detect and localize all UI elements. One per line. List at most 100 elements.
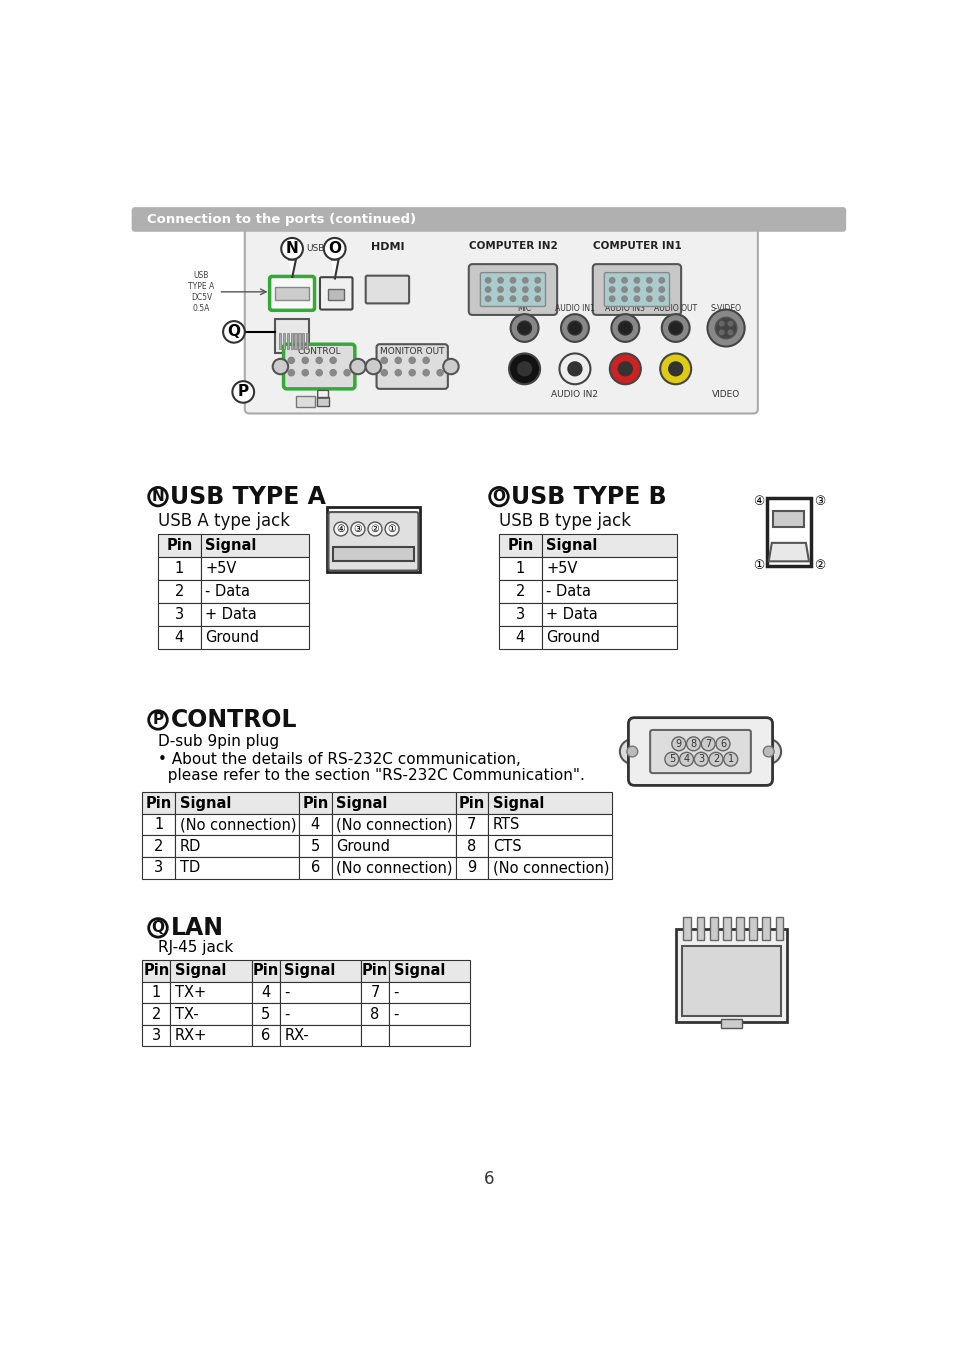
Bar	[456, 835, 488, 857]
Text: AUDIO IN3: AUDIO IN3	[605, 305, 644, 313]
Bar	[541, 580, 677, 603]
Circle shape	[522, 287, 528, 292]
Bar	[389, 982, 470, 1003]
Bar	[279, 982, 360, 1003]
Text: -: -	[284, 986, 290, 1001]
Text: RTS: RTS	[493, 818, 519, 833]
Text: 2: 2	[515, 584, 524, 598]
FancyBboxPatch shape	[365, 276, 409, 303]
Text: -: -	[394, 1006, 398, 1022]
Text: O: O	[492, 489, 505, 504]
Circle shape	[659, 297, 664, 302]
Text: 9: 9	[675, 739, 681, 749]
FancyBboxPatch shape	[328, 512, 418, 570]
Circle shape	[350, 359, 365, 374]
Text: P: P	[152, 712, 163, 727]
Text: 1: 1	[174, 561, 184, 575]
FancyBboxPatch shape	[283, 344, 355, 389]
Bar	[541, 556, 677, 580]
Text: ①: ①	[387, 524, 396, 533]
Bar	[200, 580, 309, 603]
Circle shape	[273, 359, 288, 374]
Text: Signal: Signal	[335, 796, 387, 811]
Circle shape	[659, 287, 664, 292]
Text: 6: 6	[720, 739, 725, 749]
Circle shape	[558, 353, 590, 385]
FancyBboxPatch shape	[592, 264, 680, 315]
Text: USB TYPE B: USB TYPE B	[511, 485, 666, 509]
Text: 4: 4	[516, 630, 524, 645]
Bar	[696, 917, 703, 940]
Bar	[682, 917, 691, 940]
Bar	[498, 556, 541, 580]
Circle shape	[619, 739, 644, 764]
Bar	[332, 792, 456, 814]
Text: 6: 6	[483, 1170, 494, 1187]
Circle shape	[485, 297, 491, 302]
Text: ④: ④	[336, 524, 345, 533]
Circle shape	[288, 357, 294, 363]
Bar	[360, 1003, 389, 1025]
Bar	[298, 333, 300, 349]
Circle shape	[149, 487, 167, 506]
Text: 1: 1	[516, 561, 524, 575]
Text: (No connection): (No connection)	[335, 818, 453, 833]
Bar	[720, 1018, 741, 1028]
Bar	[761, 917, 769, 940]
FancyBboxPatch shape	[480, 272, 545, 306]
Circle shape	[485, 287, 491, 292]
Text: Signal: Signal	[394, 964, 444, 979]
Bar	[298, 857, 332, 879]
Text: 2: 2	[152, 1006, 161, 1022]
Text: 3: 3	[516, 607, 524, 621]
Circle shape	[719, 330, 723, 334]
PathPatch shape	[331, 260, 338, 279]
Bar	[456, 857, 488, 879]
Circle shape	[535, 278, 540, 283]
Text: ②: ②	[370, 524, 379, 533]
Circle shape	[609, 297, 615, 302]
Circle shape	[422, 370, 429, 376]
Bar	[174, 814, 298, 835]
Text: 6: 6	[261, 1028, 270, 1043]
Text: COMPUTER IN1: COMPUTER IN1	[592, 241, 680, 250]
Text: ③: ③	[813, 494, 824, 508]
Text: TX+: TX+	[174, 986, 206, 1001]
Circle shape	[315, 370, 322, 376]
Circle shape	[395, 370, 401, 376]
Circle shape	[281, 238, 303, 260]
Bar	[298, 792, 332, 814]
FancyBboxPatch shape	[270, 276, 314, 310]
Bar	[298, 814, 332, 835]
Text: + Data: + Data	[205, 607, 256, 621]
Bar	[389, 960, 470, 982]
Bar	[332, 814, 456, 835]
Bar	[174, 835, 298, 857]
Bar	[142, 792, 174, 814]
Bar	[389, 1003, 470, 1025]
Text: HDMI: HDMI	[371, 242, 404, 252]
Text: + Data: + Data	[546, 607, 598, 621]
Circle shape	[646, 278, 652, 283]
Circle shape	[517, 321, 531, 334]
Circle shape	[395, 357, 401, 363]
Bar	[766, 498, 810, 566]
Text: 3: 3	[154, 860, 163, 875]
Circle shape	[535, 297, 540, 302]
Text: Pin: Pin	[361, 964, 388, 979]
Circle shape	[618, 362, 632, 376]
Bar	[252, 960, 279, 982]
Text: 3: 3	[152, 1028, 161, 1043]
Circle shape	[707, 310, 744, 347]
Bar	[360, 1025, 389, 1047]
Text: 3: 3	[698, 754, 703, 764]
Text: RX-: RX-	[284, 1028, 309, 1043]
Text: 1: 1	[154, 818, 163, 833]
Circle shape	[719, 321, 723, 326]
Bar	[328, 288, 344, 299]
Text: 5: 5	[261, 1006, 270, 1022]
Text: USB B type jack: USB B type jack	[498, 512, 630, 531]
Text: Pin: Pin	[302, 796, 328, 811]
Text: ③: ③	[354, 524, 362, 533]
Bar	[291, 333, 293, 349]
